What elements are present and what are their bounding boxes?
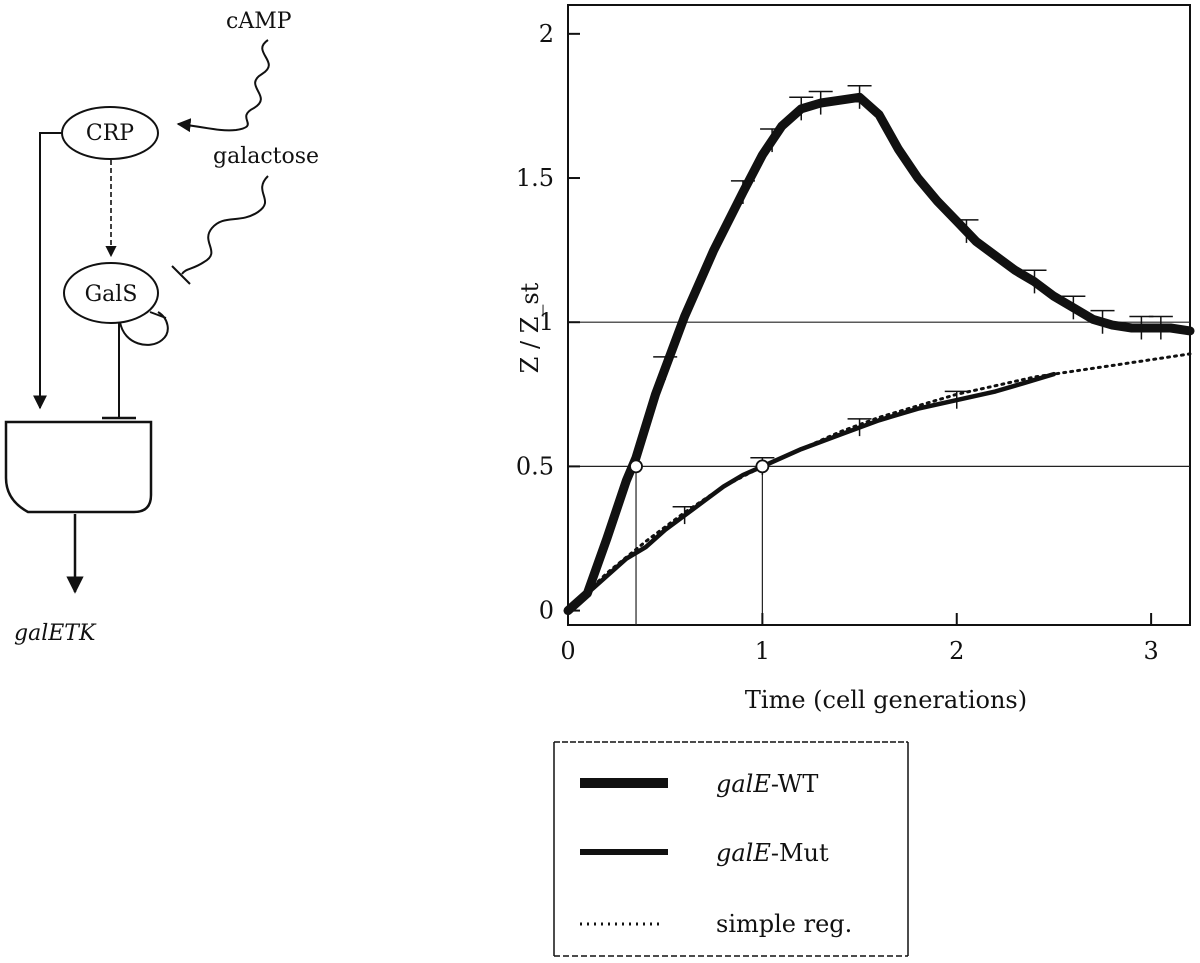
series-layer [563, 84, 1195, 616]
gals-self-repression-icon [119, 311, 169, 346]
series-line-thick [563, 92, 1195, 616]
gals-node [63, 262, 159, 324]
x-tick-label: 0 [560, 637, 575, 665]
gals-label: GalS [85, 282, 138, 307]
y-tick-label: 2 [539, 20, 554, 48]
camp-signal-squiggle [176, 39, 270, 133]
series-line-dotted [566, 352, 1192, 613]
plot-frame [567, 4, 1191, 626]
galactose-signal-squiggle [181, 175, 269, 275]
y-ticks: 0 0.5 1 1.5 2 [516, 20, 580, 625]
legend-label-mut: galE-Mut [716, 839, 829, 867]
y-axis-title: Z / Z_st [516, 282, 544, 373]
crp-to-gene-arrow [33, 132, 62, 410]
half-max-marker [755, 459, 770, 474]
series-line-medium [565, 371, 1057, 613]
legend-label-simple: simple reg. [716, 910, 852, 938]
legend: galE-WT galE-Mut simple reg. [553, 741, 909, 957]
x-ticks: 0 1 2 3 [560, 613, 1159, 665]
y-tick-label: 1.5 [516, 164, 554, 192]
legend-label-wt: galE-WT [716, 770, 818, 798]
gene-promoter-block [4, 420, 153, 514]
regulatory-diagram: cAMP CRP galactose GalS galETK [4, 9, 319, 646]
crp-label: CRP [86, 121, 134, 146]
galactose-label: galactose [213, 144, 319, 169]
y-tick-label: 0.5 [516, 452, 554, 480]
camp-label: cAMP [226, 9, 292, 34]
y-tick-label: 1 [539, 308, 554, 336]
x-tick-label: 2 [949, 637, 964, 665]
x-tick-label: 1 [755, 637, 770, 665]
grid-lines [568, 321, 1190, 625]
half-max-marker [629, 459, 643, 474]
chart-area: 0 1 2 3 0 0.5 1 1.5 2 Time (cell generations) Z… [516, 4, 1195, 714]
y-tick-label: 0 [539, 597, 554, 625]
galetk-label: galETK [14, 621, 97, 646]
x-axis-title: Time (cell generations) [745, 686, 1027, 714]
galactose-inhibition-bar [171, 265, 191, 285]
markers-layer [629, 459, 770, 474]
x-tick-label: 3 [1143, 637, 1158, 665]
